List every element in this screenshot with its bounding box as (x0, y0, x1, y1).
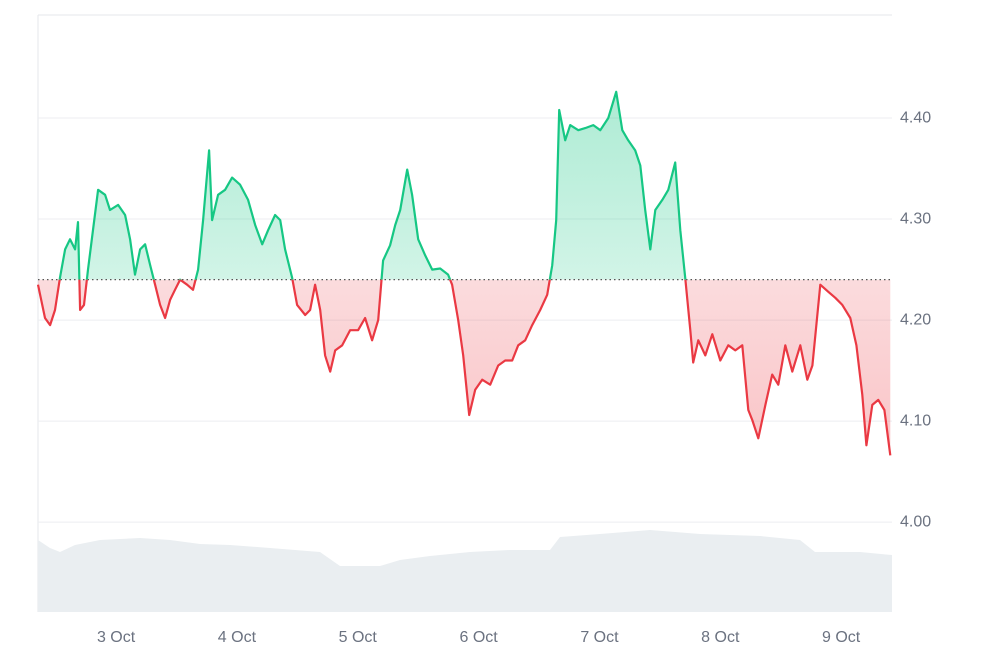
y-tick-label: 4.00 (900, 513, 931, 530)
x-tick-label: 9 Oct (822, 629, 861, 646)
x-tick-label: 3 Oct (97, 629, 136, 646)
price-line-down (36, 279, 892, 456)
volume-area (38, 530, 892, 612)
area-down (38, 279, 891, 456)
x-tick-label: 6 Oct (459, 629, 498, 646)
x-tick-label: 5 Oct (339, 629, 378, 646)
y-tick-label: 4.30 (900, 210, 931, 227)
x-tick-label: 7 Oct (580, 629, 619, 646)
y-tick-label: 4.10 (900, 412, 931, 429)
y-tick-label: 4.20 (900, 311, 931, 328)
area-up (59, 91, 686, 280)
y-tick-label: 4.40 (900, 109, 931, 126)
x-tick-label: 4 Oct (218, 629, 257, 646)
x-tick-label: 8 Oct (701, 629, 740, 646)
price-line-up (58, 90, 687, 280)
